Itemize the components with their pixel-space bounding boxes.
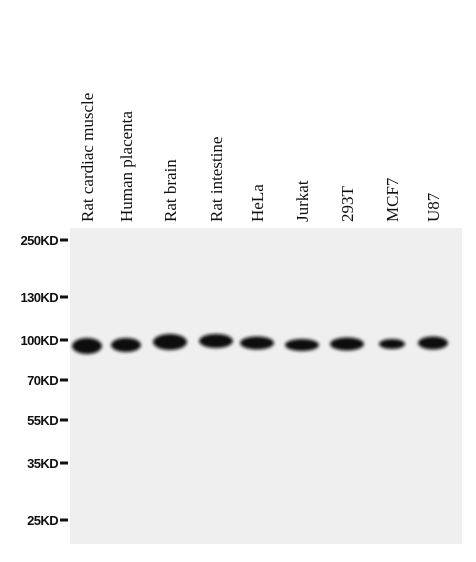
band — [285, 339, 319, 351]
lane-label: 293T — [338, 186, 357, 223]
lane-label: Rat intestine — [207, 137, 226, 222]
marker-label: 130KD — [21, 290, 59, 305]
marker-label: 100KD — [21, 333, 59, 348]
lane-label: Rat cardiac muscle — [78, 93, 97, 222]
lane-label: U87 — [424, 192, 443, 222]
marker-label: 55KD — [27, 413, 58, 428]
band — [199, 334, 233, 348]
lane-label: Jurkat — [293, 180, 312, 222]
lane-label: HeLa — [248, 184, 267, 222]
marker-label: 35KD — [27, 456, 58, 471]
lane-label: MCF7 — [383, 177, 402, 222]
band — [111, 338, 141, 352]
band — [418, 336, 448, 350]
band — [240, 336, 274, 350]
membrane — [70, 228, 462, 544]
band — [72, 338, 102, 354]
band — [330, 337, 364, 351]
band — [379, 339, 405, 349]
marker-label: 250KD — [21, 233, 59, 248]
lane-label: Rat brain — [161, 159, 180, 222]
marker-label: 25KD — [27, 513, 58, 528]
marker-label: 70KD — [27, 373, 58, 388]
lane-label: Human placenta — [117, 111, 136, 222]
band — [153, 334, 187, 350]
